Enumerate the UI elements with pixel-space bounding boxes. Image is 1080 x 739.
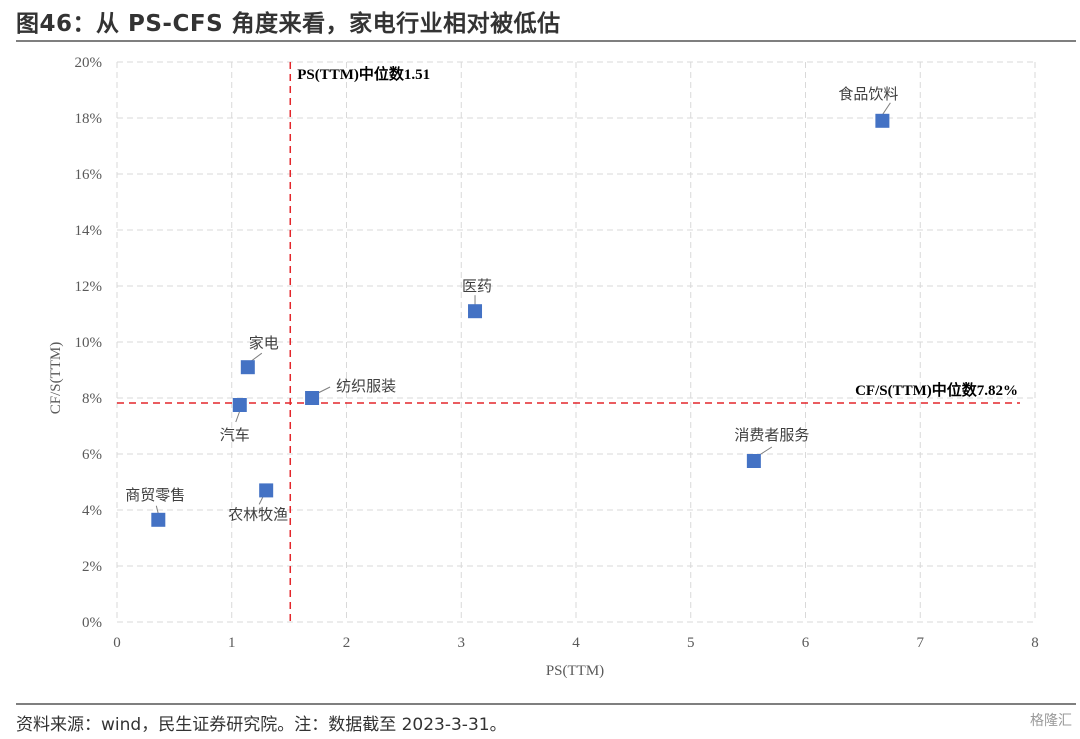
label-leader-line: [155, 505, 159, 514]
data-point-marker: [259, 483, 274, 498]
x-tick-label: 1: [228, 635, 236, 651]
y-tick-label: 6%: [82, 447, 102, 463]
label-leader-line: [258, 496, 264, 505]
data-point-marker: [746, 454, 761, 468]
reference-lines: PS(TTM)中位数1.51 CF/S(TTM)中位数7.82%: [117, 62, 1020, 622]
data-point-label: 食品饮料: [838, 85, 898, 103]
data-points: [151, 113, 890, 527]
data-point-marker: [240, 360, 255, 375]
y-tick-label: 4%: [82, 503, 102, 519]
x-tick-label: 7: [917, 635, 925, 651]
cfs-median-label: CF/S(TTM)中位数7.82%: [855, 381, 1018, 399]
x-tick-label: 3: [458, 635, 466, 651]
data-point-marker: [232, 398, 247, 412]
y-tick-labels: 0% 2% 4% 6% 8% 10% 12% 14% 16% 18% 20%: [75, 55, 103, 631]
y-tick-label: 2%: [82, 559, 102, 575]
x-tick-labels: 0 1 2 3 4 5 6 7 8: [113, 635, 1039, 651]
footer-divider: [16, 703, 1076, 705]
ps-median-label: PS(TTM)中位数1.51: [297, 65, 430, 83]
y-tick-label: 8%: [82, 391, 102, 407]
x-tick-label: 4: [572, 635, 580, 651]
label-leaders: [155, 102, 891, 514]
data-point-marker: [468, 304, 483, 319]
x-axis-label: PS(TTM): [546, 663, 604, 679]
data-point-label: 消费者服务: [734, 426, 809, 444]
x-tick-label: 0: [113, 635, 121, 651]
label-leader-line: [235, 410, 241, 423]
x-tick-label: 5: [687, 635, 695, 651]
label-leader-line: [881, 102, 891, 116]
scatter-chart: 0% 2% 4% 6% 8% 10% 12% 14% 16% 18% 20% 0 1 2 3 4 5 6 7 8 P…: [48, 55, 1039, 679]
data-point-label: 医药: [462, 277, 492, 295]
grid-lines: [116, 61, 1036, 623]
x-tick-label: 2: [343, 635, 351, 651]
data-point-marker: [875, 113, 890, 128]
y-tick-label: 14%: [75, 223, 103, 239]
y-tick-label: 10%: [75, 335, 103, 351]
watermark-logo: 格隆汇: [1030, 713, 1072, 729]
x-tick-label: 6: [802, 635, 810, 651]
data-point-label: 农林牧渔: [228, 505, 288, 523]
y-tick-label: 18%: [75, 111, 103, 127]
y-tick-label: 0%: [82, 615, 102, 631]
y-tick-label: 20%: [75, 55, 103, 71]
y-tick-label: 16%: [75, 167, 103, 183]
y-tick-label: 12%: [75, 279, 103, 295]
data-point-label: 商贸零售: [125, 486, 185, 504]
data-point-label: 汽车: [220, 426, 250, 444]
data-point-marker: [305, 391, 320, 405]
source-note: 资料来源：wind，民生证券研究院。注：数据截至 2023-3-31。: [16, 715, 507, 735]
data-point-marker: [151, 512, 166, 527]
x-tick-label: 8: [1031, 635, 1039, 651]
title-divider: [16, 40, 1076, 42]
data-point-label: 纺织服装: [336, 377, 396, 395]
page-title: 图46：从 PS-CFS 角度来看，家电行业相对被低估: [16, 11, 561, 37]
y-axis-label: CF/S(TTM): [48, 342, 64, 415]
data-point-label: 家电: [249, 334, 279, 352]
